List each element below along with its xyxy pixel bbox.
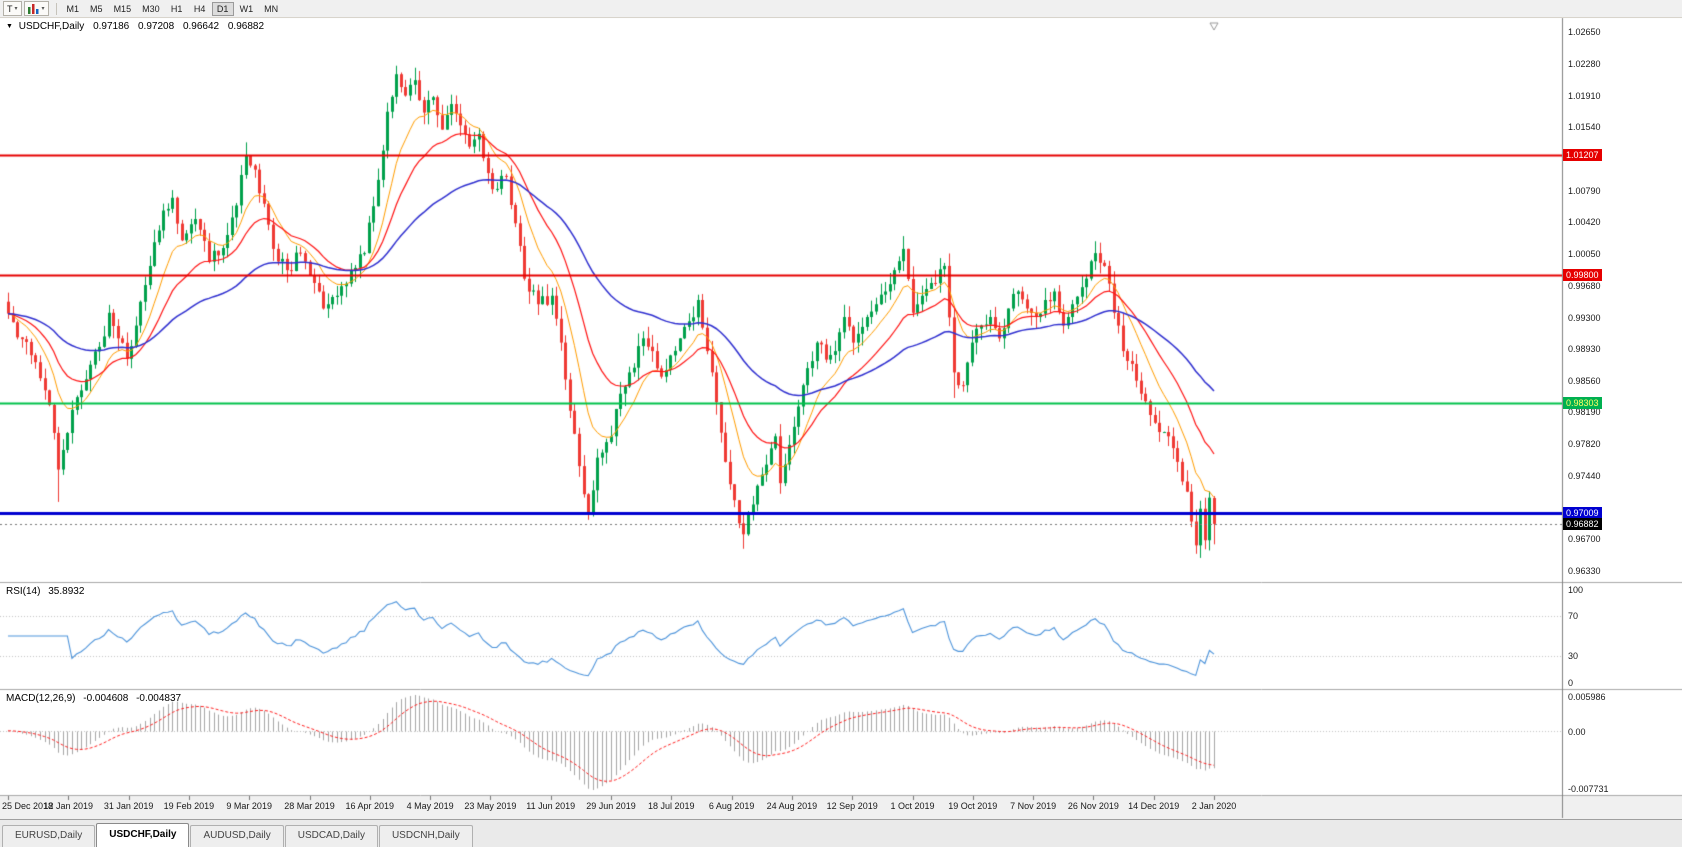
rsi-value: 35.8932	[48, 586, 85, 597]
macd-indicator-header: MACD(12,26,9) -0.004608 -0.004837	[6, 693, 186, 704]
timeframe-button-d1[interactable]: D1	[211, 1, 234, 16]
macd-label: MACD(12,26,9)	[6, 693, 76, 704]
timeframe-button-m1[interactable]: M1	[62, 2, 85, 16]
rsi-indicator-header: RSI(14) 35.8932	[6, 586, 89, 597]
macd-signal-value: -0.004837	[136, 693, 182, 704]
chart-tab-usdcad[interactable]: USDCAD,Daily	[284, 825, 378, 847]
timeframe-button-h4[interactable]: H4	[189, 2, 211, 16]
chevron-down-icon: ▾	[41, 6, 45, 12]
chart-tab-usdchf[interactable]: USDCHF,Daily	[96, 823, 190, 847]
indicators-icon	[27, 4, 39, 14]
chart-ohlc-header: ▼ USDCHF,Daily 0.97186 0.97208 0.96642 0…	[6, 21, 270, 32]
chart-toolbar: T ▾ ▾ M1 M5 M15 M30 H1 H4 D1 W1 MN	[0, 0, 1682, 18]
symbol-marker-icon: ▼	[6, 23, 13, 30]
chart-tab-eurusd[interactable]: EURUSD,Daily	[2, 825, 96, 847]
templates-icon: T	[7, 3, 13, 14]
ohlc-high-value: 0.97208	[138, 21, 175, 32]
toolbar-separator	[55, 2, 57, 15]
ohlc-low-value: 0.96642	[182, 21, 220, 32]
ohlc-close-value: 0.96882	[227, 21, 265, 32]
timeframe-button-group: M1 M5 M15 M30 H1 H4 D1 W1 MN	[62, 1, 285, 16]
ohlc-open-value: 0.97186	[93, 21, 130, 32]
chart-tab-audusd[interactable]: AUDUSD,Daily	[190, 825, 284, 847]
chart-symbol-label: USDCHF,Daily	[18, 21, 85, 32]
indicators-button[interactable]: ▾	[23, 1, 49, 16]
timeframe-button-mn[interactable]: MN	[259, 2, 283, 16]
price-axis[interactable]	[1562, 18, 1682, 796]
chevron-down-icon: ▾	[14, 6, 18, 12]
timeframe-button-h1[interactable]: H1	[166, 2, 188, 16]
templates-button[interactable]: T ▾	[3, 1, 22, 16]
timeframe-button-w1[interactable]: W1	[235, 2, 259, 16]
rsi-label: RSI(14)	[6, 586, 41, 597]
timeframe-button-m15[interactable]: M15	[109, 2, 137, 16]
timeframe-button-m5[interactable]: M5	[85, 2, 108, 16]
chart-tab-usdcnh[interactable]: USDCNH,Daily	[378, 825, 473, 847]
macd-value: -0.004608	[83, 693, 129, 704]
timeframe-button-m30[interactable]: M30	[137, 2, 165, 16]
date-axis[interactable]	[0, 796, 1562, 818]
chart-tab-bar: EURUSD,Daily USDCHF,Daily AUDUSD,Daily USDC…	[0, 819, 1682, 847]
